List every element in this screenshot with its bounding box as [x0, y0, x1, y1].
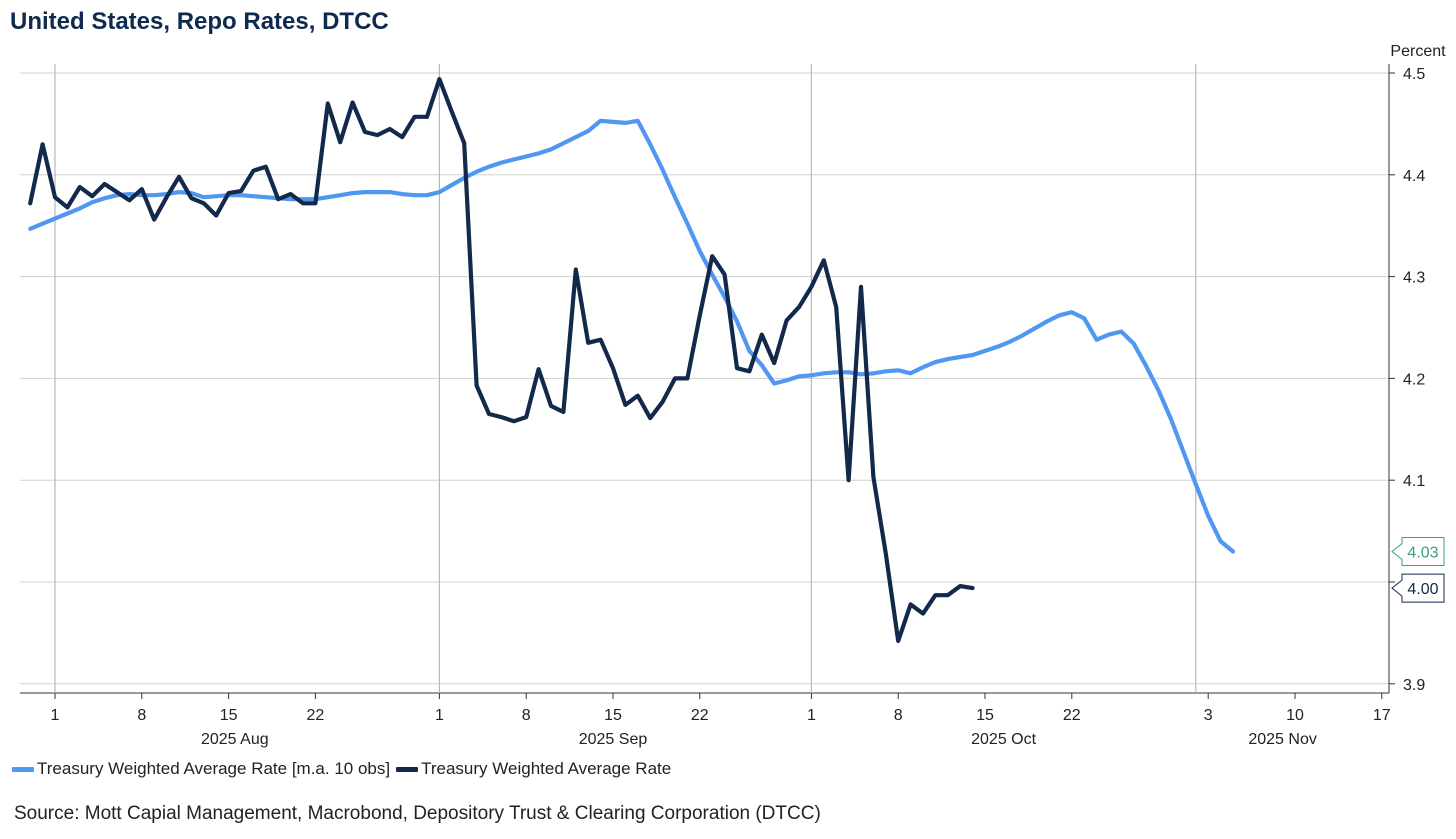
legend: Treasury Weighted Average Rate [m.a. 10 …	[12, 759, 677, 779]
chart-title: United States, Repo Rates, DTCC	[10, 8, 389, 35]
y-tick-label: 4.5	[1403, 66, 1425, 83]
last-value-tag-moving-average	[1391, 536, 1445, 566]
legend-label-rate: Treasury Weighted Average Rate	[421, 759, 672, 778]
x-tick-label: 22	[1063, 707, 1081, 724]
x-tick-label: 1	[51, 707, 60, 724]
x-tick-label: 15	[604, 707, 622, 724]
x-tick-label: 8	[137, 707, 146, 724]
series-line-moving-average	[28, 118, 1236, 554]
last-value-label-rate: 4.00	[1407, 581, 1438, 598]
x-tick-label: 15	[976, 707, 994, 724]
x-tick-label: 22	[307, 707, 325, 724]
legend-label-ma: Treasury Weighted Average Rate [m.a. 10 …	[37, 759, 391, 778]
legend-swatch-ma	[12, 766, 34, 772]
last-value-tag-rate	[1391, 573, 1445, 603]
line-chart: 3.94.04.14.24.34.44.5Percent181522181522…	[20, 43, 1446, 748]
legend-item-rate: Treasury Weighted Average Rate	[396, 759, 671, 779]
x-month-label: 2025 Aug	[201, 731, 269, 748]
y-axis-label: Percent	[1390, 43, 1446, 60]
x-tick-label: 3	[1204, 707, 1213, 724]
y-tick-label: 3.9	[1403, 677, 1425, 694]
source-note: Source: Mott Capial Management, Macrobon…	[14, 803, 821, 824]
y-tick-label: 4.2	[1403, 371, 1425, 388]
legend-swatch-rate	[396, 766, 419, 772]
x-tick-label: 8	[522, 707, 531, 724]
x-month-label: 2025 Oct	[971, 731, 1036, 748]
legend-item-ma: Treasury Weighted Average Rate [m.a. 10 …	[12, 759, 390, 779]
x-tick-label: 8	[894, 707, 903, 724]
x-tick-label: 15	[220, 707, 238, 724]
x-month-label: 2025 Sep	[579, 731, 648, 748]
series-line-rate	[28, 76, 975, 644]
y-tick-label: 4.4	[1403, 168, 1425, 185]
x-tick-label: 10	[1286, 707, 1304, 724]
x-tick-label: 1	[807, 707, 816, 724]
last-value-label-moving-average: 4.03	[1407, 544, 1438, 561]
y-tick-label: 4.1	[1403, 473, 1425, 490]
x-tick-label: 22	[691, 707, 709, 724]
x-month-label: 2025 Nov	[1248, 731, 1317, 748]
x-tick-label: 1	[435, 707, 444, 724]
y-tick-label: 4.3	[1403, 270, 1425, 287]
x-tick-label: 17	[1373, 707, 1391, 724]
